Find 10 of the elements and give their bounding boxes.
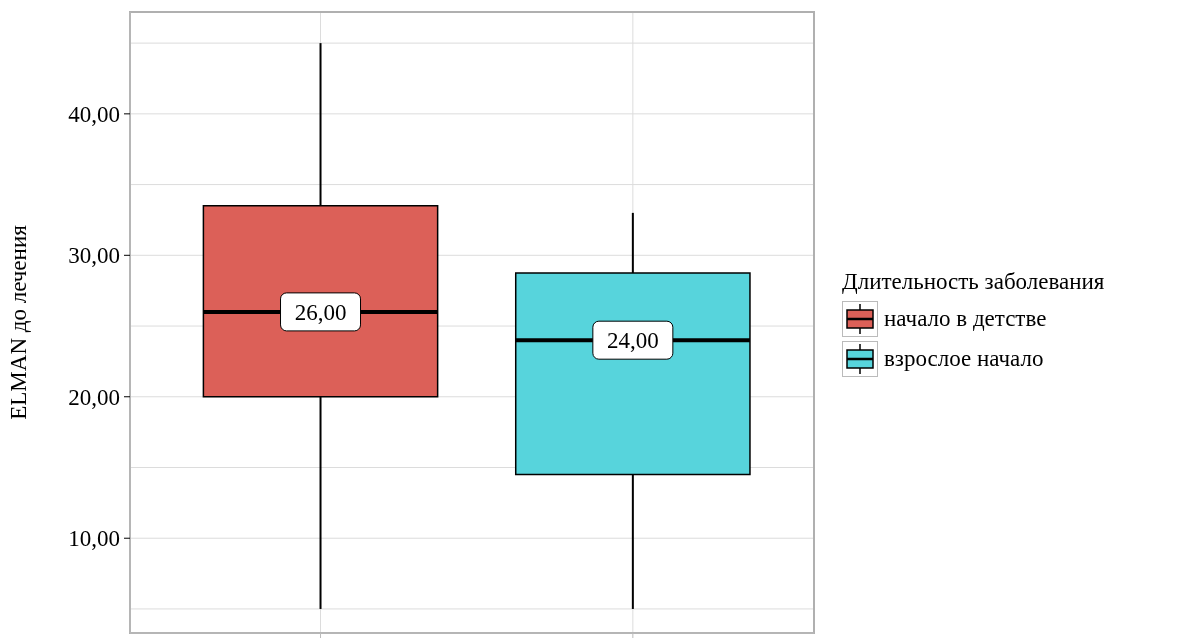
y-axis-title: ELMAN до лечения xyxy=(6,224,32,420)
text: 26,00 xyxy=(294,299,347,325)
y-tick-label: 20,00 xyxy=(68,384,120,410)
y-tick-label: 10,00 xyxy=(68,526,120,552)
legend-title: Длительность заболевания xyxy=(842,268,1105,295)
y-tick-label: 30,00 xyxy=(68,243,120,269)
legend-label: взрослое начало xyxy=(884,345,1044,372)
text: 24,00 xyxy=(606,328,659,354)
y-tick-label: 40,00 xyxy=(68,101,120,127)
legend-label: начало в детстве xyxy=(884,305,1047,332)
